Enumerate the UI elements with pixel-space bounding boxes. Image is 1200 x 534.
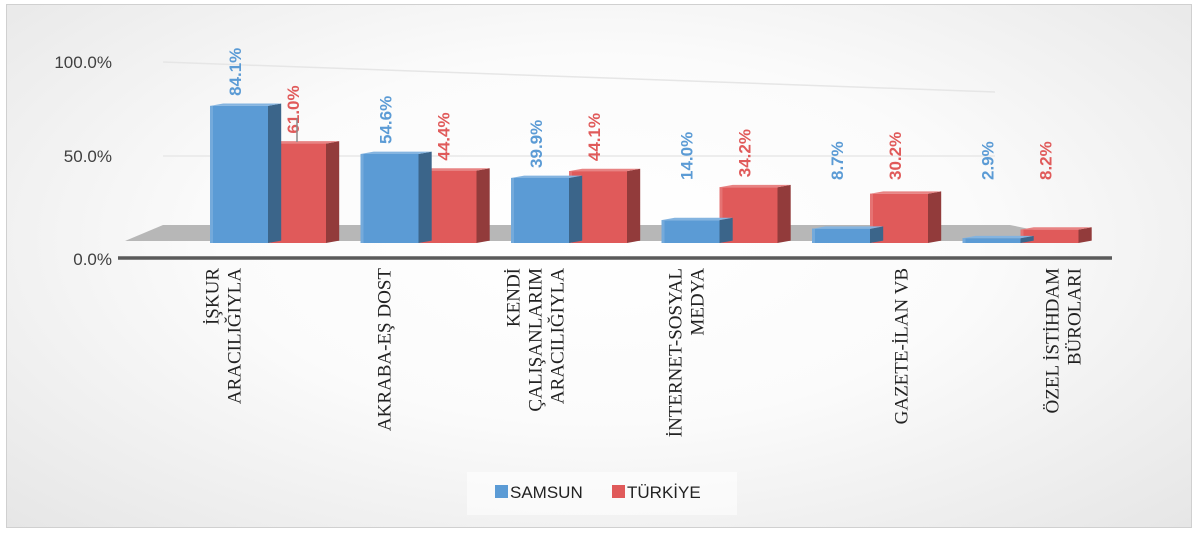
bar-highlight [661,220,665,243]
bar-side-face [1078,227,1092,243]
bar-samsun-3 [661,217,733,243]
bar-side-face [1020,235,1034,243]
bar-highlight [360,154,364,243]
bar-side-face [928,191,942,243]
bar-side-face [777,184,791,243]
data-label-samsun: 54.6% [377,96,396,144]
bar-highlight [719,187,723,243]
y-tick-label: 100.0% [54,53,112,72]
bar-highlight [962,238,966,243]
bar-top-face [719,184,791,188]
y-tick-label: 50.0% [64,147,112,166]
bar-side-face [418,151,432,243]
bar-samsun-1 [360,151,432,243]
bar-side-face [870,226,884,243]
gridline [162,61,996,93]
bar-side-face [326,141,340,243]
bar-front-face [661,220,720,243]
data-label-türki̇ye: 44.1% [585,113,604,161]
category-label: AKRABA-EŞ DOST [374,268,395,431]
y-tick-label: 0.0% [73,250,112,269]
bar-side-face [476,168,490,243]
legend-label-türki̇ye: TÜRKİYE [627,483,701,502]
data-label-türki̇ye: 61.0% [284,85,303,133]
bar-highlight [812,228,815,243]
bar-top-face [661,217,733,221]
bar-samsun-4 [812,226,884,243]
category-label: MEDYA [687,268,708,336]
data-label-samsun: 14.0% [678,132,697,180]
bar-top-face [511,175,583,178]
bar-highlight [870,193,873,243]
bar-top-face [1020,227,1092,230]
bar-front-face [511,177,569,243]
category-label: ARACILIĞIYLA [546,268,568,404]
data-label-türki̇ye: 44.4% [435,112,454,160]
bar-front-face [812,228,870,243]
bar-highlight [210,105,213,244]
category-label: ÇALIŞANLARIM [525,268,546,412]
bar-side-face [627,168,641,243]
bar-türki̇ye-5 [1020,227,1092,243]
bar-highlight [511,177,514,243]
data-label-türki̇ye: 8.2% [1037,141,1056,180]
category-label: GAZETE-İLAN VB [891,268,912,424]
bar-samsun-0 [210,103,282,244]
legend-box [467,472,737,515]
legend-swatch-türki̇ye [612,485,625,498]
bar-top-face [812,226,884,229]
bar-top-face [210,103,282,106]
category-label: İNTERNET-SOSYAL [665,268,686,437]
category-label: BÜROLARI [1064,268,1085,365]
bar-front-face [1020,229,1079,243]
data-label-türki̇ye: 30.2% [886,132,905,180]
bar-side-face [719,217,733,243]
bar-front-face [360,154,419,243]
legend: SAMSUN TÜRKİYE [467,472,737,515]
bar-top-face [962,235,1034,239]
bar-side-face [569,175,583,243]
category-label: İŞKUR [202,268,223,325]
data-label-türki̇ye: 34.2% [736,129,755,177]
bar-top-face [418,168,490,171]
category-label: ÖZEL İSTİHDAM [1042,268,1063,414]
bar-top-face [870,191,942,194]
bar-front-face [210,105,268,244]
bar-front-face [962,238,1021,243]
bar-top-face [569,168,641,172]
data-label-samsun: 2.9% [979,141,998,180]
category-label: ARACILIĞIYLA [223,268,245,404]
data-label-samsun: 84.1% [226,48,245,96]
bar-samsun-5 [962,235,1034,243]
bar-side-face [268,103,282,243]
legend-label-samsun: SAMSUN [510,483,583,502]
category-label: KENDİ [503,268,524,327]
bar-samsun-2 [511,175,583,243]
data-label-samsun: 8.7% [828,141,847,180]
data-label-samsun: 39.9% [527,120,546,168]
legend-swatch-samsun [495,485,508,498]
bar-top-face [360,151,432,155]
bar-top-face [268,141,340,144]
